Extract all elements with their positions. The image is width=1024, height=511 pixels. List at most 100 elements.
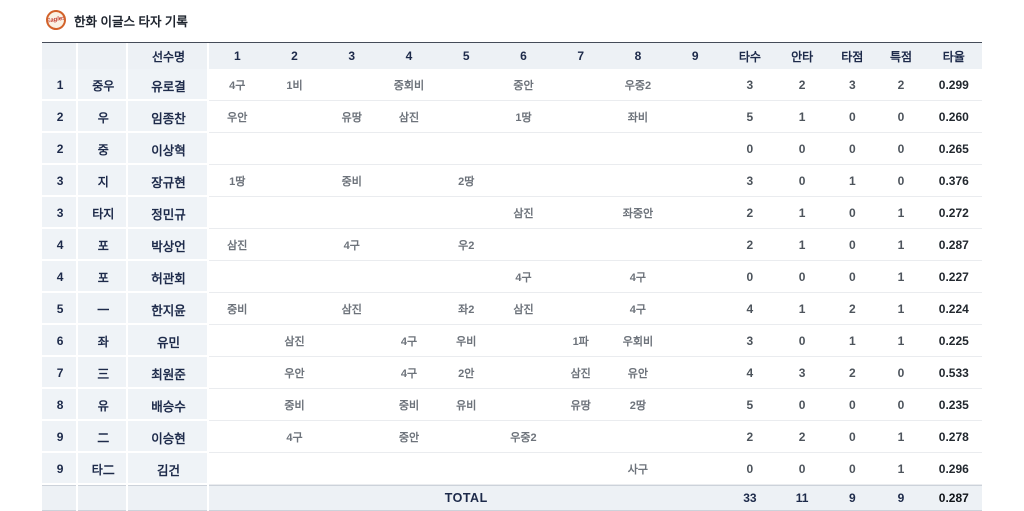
player-name-cell: 유로결: [128, 69, 209, 101]
player-name-cell: 이상혁: [128, 133, 209, 165]
avg-cell: 0.235: [926, 389, 982, 421]
runs-cell: 1: [876, 421, 925, 453]
inning-9-cell: [667, 389, 724, 421]
inning-6-cell: [495, 133, 552, 165]
hits-cell: 3: [776, 357, 828, 389]
inning-8-cell: 좌중안: [609, 197, 666, 229]
inning-6-cell: 중안: [495, 69, 552, 101]
inning-7-cell: [552, 293, 609, 325]
inning-4-cell: 4구: [380, 325, 437, 357]
header-inning-2: 2: [265, 43, 324, 69]
inning-5-cell: 좌2: [438, 293, 495, 325]
inning-1-cell: 1땅: [209, 165, 266, 197]
player-name-cell: 임종찬: [128, 101, 209, 133]
inning-9-cell: [667, 197, 724, 229]
inning-3-cell: 삼진: [323, 293, 380, 325]
inning-4-cell: [380, 133, 437, 165]
table-row: 5 一 한지윤 중비 삼진 좌2 삼진 4구 4 1 2 1 0.224: [42, 293, 982, 325]
inning-9-cell: [667, 357, 724, 389]
inning-6-cell: [495, 165, 552, 197]
avg-cell: 0.260: [926, 101, 982, 133]
hits-cell: 1: [776, 229, 828, 261]
inning-2-cell: [266, 293, 323, 325]
avg-cell: 0.287: [926, 229, 982, 261]
eagles-logo-text: Eagles: [45, 15, 67, 25]
runs-cell: 0: [876, 357, 925, 389]
rbi-cell: 0: [828, 133, 876, 165]
batting-order-cell: 5: [42, 293, 79, 325]
runs-cell: 0: [876, 389, 925, 421]
inning-4-cell: 중비: [380, 389, 437, 421]
inning-4-cell: [380, 165, 437, 197]
table-row: 8 유 배승수 중비 중비 유비 유땅 2땅 5 0 0 0 0.235: [42, 389, 982, 421]
inning-1-cell: 우안: [209, 101, 266, 133]
hits-cell: 2: [776, 421, 828, 453]
runs-cell: 1: [876, 453, 925, 485]
rbi-cell: 0: [828, 421, 876, 453]
rbi-cell: 2: [828, 357, 876, 389]
rbi-cell: 0: [828, 389, 876, 421]
table-row: 2 중 이상혁 0 0 0 0 0.265: [42, 133, 982, 165]
inning-3-cell: [323, 261, 380, 293]
table-row: 9 二 이승현 4구 중안 우중2 2 2 0 1 0.278: [42, 421, 982, 453]
header-inning-1: 1: [208, 43, 266, 69]
rbi-cell: 0: [828, 197, 876, 229]
at-bats-cell: 3: [724, 69, 776, 101]
avg-cell: 0.376: [926, 165, 982, 197]
inning-1-cell: 4구: [209, 69, 266, 101]
inning-3-cell: [323, 325, 380, 357]
position-cell: 우: [78, 101, 129, 133]
inning-5-cell: 우비: [438, 325, 495, 357]
hits-cell: 0: [776, 165, 828, 197]
table-row: 2 우 임종찬 우안 유땅 삼진 1땅 좌비 5 1 0 0 0.260: [42, 101, 982, 133]
hits-cell: 0: [776, 453, 828, 485]
inning-8-cell: 유안: [609, 357, 666, 389]
inning-7-cell: [552, 133, 609, 165]
inning-2-cell: 삼진: [266, 325, 323, 357]
batting-order-cell: 2: [42, 133, 79, 165]
batting-order-cell: 3: [42, 165, 79, 197]
avg-cell: 0.225: [926, 325, 982, 357]
at-bats-cell: 4: [724, 293, 776, 325]
header-position: [78, 43, 129, 69]
inning-8-cell: 좌비: [609, 101, 666, 133]
inning-7-cell: [552, 421, 609, 453]
player-name-cell: 박상언: [128, 229, 209, 261]
runs-cell: 1: [876, 325, 925, 357]
batting-order-cell: 9: [42, 453, 79, 485]
inning-9-cell: [667, 133, 724, 165]
at-bats-cell: 3: [724, 325, 776, 357]
position-cell: 타지: [78, 197, 129, 229]
inning-5-cell: [438, 453, 495, 485]
player-name-cell: 한지윤: [128, 293, 209, 325]
inning-1-cell: [209, 197, 266, 229]
inning-6-cell: [495, 453, 552, 485]
inning-6-cell: 삼진: [495, 293, 552, 325]
page-title: 한화 이글스 타자 기록: [74, 14, 188, 29]
inning-4-cell: 중회비: [380, 69, 437, 101]
header-player-name: 선수명: [128, 43, 209, 69]
inning-1-cell: [209, 421, 266, 453]
total-runs: 9: [876, 485, 926, 511]
inning-4-cell: 중안: [380, 421, 437, 453]
header-inning-6: 6: [494, 43, 553, 69]
total-at-bats: 33: [723, 485, 776, 511]
batting-order-cell: 4: [42, 229, 79, 261]
player-name-cell: 허관회: [128, 261, 209, 293]
table-row: 3 지 장규현 1땅 중비 2땅 3 0 1 0 0.376: [42, 165, 982, 197]
header-hits: 안타: [776, 43, 829, 69]
inning-1-cell: [209, 389, 266, 421]
runs-cell: 0: [876, 165, 925, 197]
position-cell: 포: [78, 261, 129, 293]
hits-cell: 0: [776, 325, 828, 357]
inning-6-cell: [495, 229, 552, 261]
header-inning-3: 3: [323, 43, 381, 69]
at-bats-cell: 5: [724, 101, 776, 133]
total-avg: 0.287: [925, 485, 982, 511]
position-cell: 좌: [78, 325, 129, 357]
batting-order-cell: 8: [42, 389, 79, 421]
inning-4-cell: [380, 197, 437, 229]
header-rbi: 타점: [828, 43, 877, 69]
inning-2-cell: [266, 133, 323, 165]
inning-2-cell: [266, 197, 323, 229]
